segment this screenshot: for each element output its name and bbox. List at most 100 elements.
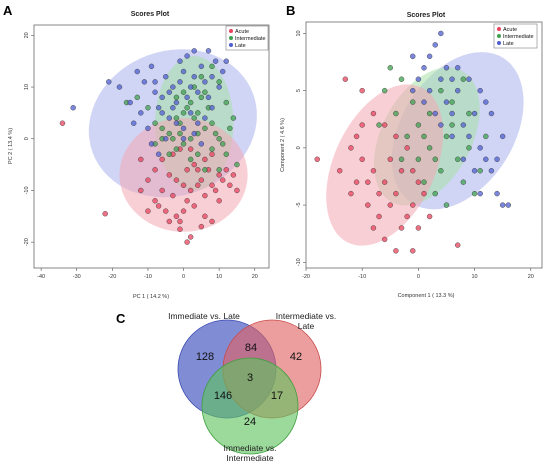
plotB-point-acute-6 <box>370 168 377 174</box>
plotA-point-intermediate-29 <box>173 146 180 152</box>
plotA-point-late-30 <box>180 125 187 132</box>
plotA-point-late-31 <box>187 110 194 116</box>
plotA-point-acute-41 <box>216 198 222 204</box>
plotA-point-acute-43 <box>145 208 151 214</box>
plotA-point-acute-3 <box>145 177 151 183</box>
plotB-point-late-5 <box>443 99 450 105</box>
plotA-xtick-label: -40 <box>37 274 45 280</box>
plotA-point-intermediate-7 <box>173 115 180 121</box>
plotA-point-late-17 <box>187 84 194 90</box>
plotB-point-intermediate-22 <box>421 179 427 185</box>
plotA-xtick-label: -30 <box>73 274 81 280</box>
venn-label-immediate-vs-intermediate-line2: Intermediate <box>226 453 274 463</box>
plotB-point-acute-25 <box>410 168 416 174</box>
plotB-point-late-34 <box>494 156 500 163</box>
plotA-point-acute-42 <box>230 172 237 178</box>
plotB-point-late-29 <box>460 156 467 163</box>
plotA-point-late-21 <box>202 79 208 85</box>
plotA-point-late-22 <box>205 94 212 101</box>
plotB-point-late-0 <box>410 53 416 60</box>
plotB-point-intermediate-10 <box>455 156 461 163</box>
plotA-point-late-12 <box>170 84 176 90</box>
plotA-point-acute-17 <box>202 192 208 199</box>
venn-label-immediate-vs-late: Immediate vs. Late <box>168 311 240 321</box>
plotA-point-acute-40 <box>187 146 194 152</box>
plotA-point-acute-25 <box>234 187 240 194</box>
plotB-point-intermediate-26 <box>376 122 382 128</box>
plotA-point-intermediate-38 <box>180 89 187 95</box>
plotA-point-acute-13 <box>187 187 194 194</box>
plotA-point-acute-48 <box>155 203 162 209</box>
plotA-point-intermediate-35 <box>209 63 215 70</box>
plotB-point-intermediate-14 <box>477 168 483 174</box>
plotB-point-intermediate-21 <box>460 76 467 82</box>
plotA-point-intermediate-15 <box>202 89 208 95</box>
plotB-point-acute-21 <box>365 202 371 208</box>
plotA-point-late-47 <box>198 141 205 147</box>
plotB-point-acute-19 <box>370 110 377 117</box>
plotA-xtick-label: 0 <box>182 274 185 280</box>
panel-b-letter: B <box>286 3 295 18</box>
plotA-point-intermediate-39 <box>173 94 180 101</box>
plotA-point-acute-1 <box>102 211 108 217</box>
plotA-point-late-10 <box>163 74 169 80</box>
plotB-point-intermediate-6 <box>432 156 438 163</box>
plotA-point-late-43 <box>170 105 176 111</box>
plotB-point-late-35 <box>477 190 483 197</box>
plot-b-legend-intermediate-marker <box>497 34 501 38</box>
plotA-point-intermediate-17 <box>209 120 215 126</box>
plot-a-x-axis-label: PC 1 ( 14.2 %) <box>133 294 169 300</box>
plotB-point-acute-8 <box>381 179 388 185</box>
plotA-point-intermediate-45 <box>177 130 183 137</box>
plotA-point-late-9 <box>159 94 165 101</box>
plotB-point-late-13 <box>488 168 495 174</box>
plot-a-legend-intermediate: Intermediate <box>235 36 266 42</box>
plotA-point-late-24 <box>212 58 219 64</box>
plotB-point-intermediate-28 <box>466 110 472 117</box>
plotB-point-late-27 <box>438 122 444 128</box>
plotB-ytick-label: -10 <box>296 258 302 266</box>
plotB-point-acute-32 <box>381 236 388 243</box>
plotA-point-acute-0 <box>59 120 66 126</box>
plotA-point-late-34 <box>209 105 215 111</box>
plotA-point-late-15 <box>180 68 187 75</box>
plotB-point-intermediate-17 <box>415 156 422 163</box>
plotA-point-acute-22 <box>220 177 226 183</box>
plotB-point-late-33 <box>483 99 489 105</box>
plot-a-points <box>59 48 240 245</box>
plotB-point-late-2 <box>426 87 433 94</box>
scores-plot-b: Scores Plot -20 -10 0 10 20 -10 -5 0 5 10 Compon… <box>280 12 543 299</box>
venn-count-intermediate-overlap: 17 <box>271 390 283 402</box>
plotA-point-intermediate-28 <box>180 141 187 147</box>
plotB-point-late-16 <box>505 202 511 208</box>
plotA-point-acute-20 <box>212 187 219 194</box>
plotB-point-intermediate-1 <box>398 76 405 82</box>
plotB-point-late-15 <box>499 202 506 208</box>
plotB-point-acute-7 <box>376 190 382 197</box>
plotA-point-acute-7 <box>170 192 176 199</box>
plot-b-title: Scores Plot <box>407 12 446 19</box>
plotA-point-acute-14 <box>191 203 197 209</box>
plotB-point-acute-33 <box>415 225 422 231</box>
plotA-point-late-0 <box>70 105 76 111</box>
plotA-point-acute-35 <box>202 156 208 163</box>
plotA-point-late-27 <box>223 58 229 64</box>
plotA-point-late-4 <box>134 68 140 75</box>
plot-b-y-ticks: -10 -5 0 5 10 <box>296 30 306 266</box>
plotA-point-late-45 <box>180 136 187 142</box>
plotA-ytick-label: 20 <box>24 32 30 38</box>
plotB-point-acute-22 <box>376 213 382 220</box>
plotA-point-intermediate-6 <box>170 136 176 142</box>
plotA-point-acute-9 <box>177 218 183 225</box>
plotB-point-intermediate-29 <box>483 133 489 140</box>
plotB-point-acute-35 <box>393 248 399 254</box>
plotA-point-acute-29 <box>166 172 173 178</box>
plotB-point-late-23 <box>466 76 472 82</box>
plotB-point-acute-24 <box>398 225 405 231</box>
plotA-point-late-33 <box>202 115 208 121</box>
plotB-point-intermediate-18 <box>426 110 433 117</box>
plotB-xtick-label: 10 <box>472 274 478 280</box>
plotA-point-late-32 <box>195 120 201 126</box>
plotA-point-late-23 <box>209 74 215 80</box>
panel-c-letter: C <box>116 311 126 326</box>
